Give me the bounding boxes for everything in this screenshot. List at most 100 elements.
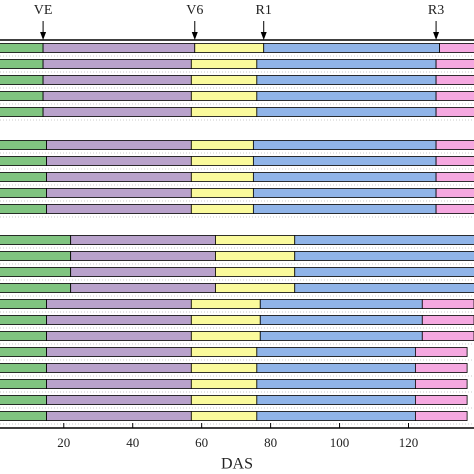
bar-segment [294,267,474,277]
bar-segment [0,107,44,117]
annotation-label: R3 [428,3,444,18]
bar-segment [252,156,437,166]
bar-segment [215,235,296,245]
bar-segment [0,204,47,214]
bar-segment [190,363,258,373]
bar-segment [435,91,474,101]
bar-segment [190,299,261,309]
x-tick-label: 120 [399,435,419,450]
bar-segment [435,204,474,214]
bar-segment [414,363,468,373]
bar-segment [190,59,258,69]
bar-segment [0,267,72,277]
bar-segment [0,379,47,389]
bar-segment [0,363,47,373]
bar-segment [46,172,192,182]
x-tick-label: 60 [195,435,208,450]
bar-segment [0,299,47,309]
bar-segment [421,331,474,341]
bar-segment [435,59,474,69]
bar-segment [256,379,416,389]
bar-segment [70,267,216,277]
bar-segment [215,267,296,277]
arrow-head [40,32,47,40]
bar-segment [190,75,258,85]
bar-segment [46,188,192,198]
bar-segment [421,299,474,309]
bar-segment [435,172,474,182]
bar-segment [46,363,192,373]
bar-segment [70,251,216,261]
bar-segment [294,251,474,261]
bar-segment [190,315,261,325]
bar-segment [190,156,254,166]
bar-segment [256,363,416,373]
bar-segment [0,188,47,198]
bar-segment [46,347,192,357]
bar-segment [0,315,47,325]
bar-segment [42,59,192,69]
bar-segment [46,315,192,325]
bar-segment [0,75,44,85]
bar-segment [435,140,474,150]
x-tick-label: 40 [126,435,139,450]
bar-segment [46,379,192,389]
x-axis-label: DAS [221,456,253,473]
bar-segment [190,204,254,214]
bar-segment [256,91,437,101]
arrow-head [191,32,198,40]
bar-segment [46,299,192,309]
bar-segment [259,331,423,341]
bar-segment [0,331,47,341]
bar-segment [190,411,258,421]
bar-segment [256,107,437,117]
bar-segment [259,299,423,309]
bar-segment [0,411,47,421]
bar-segment [256,75,437,85]
bar-segment [194,43,265,53]
bar-segment [0,43,44,53]
bar-segment [190,188,254,198]
bar-segment [0,91,44,101]
bar-segment [435,107,474,117]
x-tick-label: 20 [57,435,70,450]
bar-segment [263,43,440,53]
bar-segment [190,395,258,405]
arrow-head [433,32,440,40]
bar-segment [46,411,192,421]
bar-segment [0,283,72,293]
bar-segment [252,172,437,182]
bar-segment [42,43,196,53]
bar-segment [414,347,468,357]
bar-segment [0,172,47,182]
bar-segment [259,315,423,325]
bar-segment [46,395,192,405]
bar-segment [215,251,296,261]
bar-segment [256,395,416,405]
bar-segment [190,347,258,357]
bar-segment [0,251,72,261]
bar-segment [435,75,474,85]
bar-segment [70,283,216,293]
x-tick-label: 80 [264,435,277,450]
bar-segment [190,91,258,101]
bar-segment [0,347,47,357]
bar-segment [0,140,47,150]
bar-segment [435,188,474,198]
bar-segment [190,379,258,389]
bar-segment [190,331,261,341]
bar-segment [190,172,254,182]
bar-segment [190,107,258,117]
plot-area [0,43,474,425]
bar-segment [0,395,47,405]
annotation-label: R1 [256,3,272,18]
bar-segment [0,59,44,69]
bar-segment [0,156,47,166]
bar-segment [294,283,474,293]
bar-segment [256,59,437,69]
bar-segment [294,235,474,245]
bar-segment [256,347,416,357]
bar-segment [215,283,296,293]
bar-segment [42,75,192,85]
